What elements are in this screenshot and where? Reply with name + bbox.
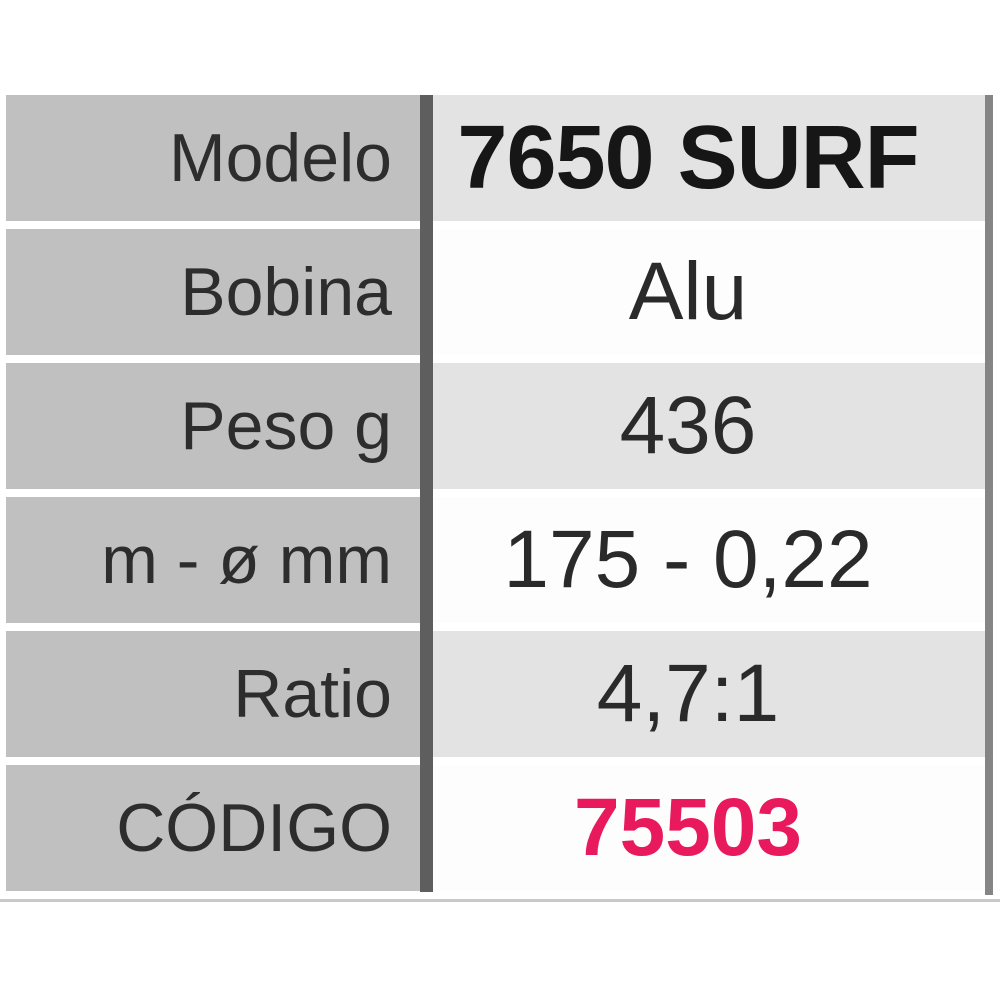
- label-text: Ratio: [233, 656, 392, 732]
- row-value-peso: 436: [433, 363, 985, 489]
- spec-row-diameter: m - ø mm 175 - 0,22: [6, 497, 993, 623]
- product-spec-table: Modelo 7650 SURF Bobina Alu Peso g 436: [6, 95, 993, 895]
- value-text: 7650 SURF: [457, 107, 919, 208]
- spec-row-peso: Peso g 436: [6, 363, 993, 489]
- spec-row-ratio: Ratio 4,7:1: [6, 631, 993, 757]
- column-divider: [420, 95, 433, 892]
- divider-gap: [420, 497, 433, 623]
- value-text: Alu: [628, 246, 748, 337]
- row-value-bobina: Alu: [433, 229, 985, 355]
- row-label-ratio: Ratio: [6, 631, 420, 757]
- row-value-diameter: 175 - 0,22: [433, 497, 985, 623]
- spec-row-bobina: Bobina Alu: [6, 229, 993, 355]
- divider-gap: [420, 229, 433, 355]
- label-text: Modelo: [168, 120, 392, 196]
- label-text: m - ø mm: [101, 522, 392, 598]
- label-text: Bobina: [180, 254, 392, 330]
- label-text: Peso g: [180, 388, 392, 464]
- row-label-modelo: Modelo: [6, 95, 420, 221]
- divider-gap: [420, 363, 433, 489]
- bottom-rule: [0, 899, 1000, 902]
- row-label-codigo: CÓDIGO: [6, 765, 420, 891]
- divider-gap: [420, 765, 433, 891]
- spec-rows: Modelo 7650 SURF Bobina Alu Peso g 436: [6, 95, 993, 891]
- spec-row-modelo: Modelo 7650 SURF: [6, 95, 993, 221]
- table-right-border: [985, 95, 993, 895]
- row-value-modelo: 7650 SURF: [433, 95, 985, 221]
- row-label-peso: Peso g: [6, 363, 420, 489]
- value-text: 4,7:1: [596, 648, 780, 739]
- label-text: CÓDIGO: [116, 790, 392, 866]
- value-text: 175 - 0,22: [503, 514, 873, 605]
- divider-gap: [420, 631, 433, 757]
- row-value-ratio: 4,7:1: [433, 631, 985, 757]
- row-label-diameter: m - ø mm: [6, 497, 420, 623]
- value-text: 436: [619, 380, 757, 471]
- divider-gap: [420, 95, 433, 221]
- row-label-bobina: Bobina: [6, 229, 420, 355]
- spec-row-codigo: CÓDIGO 75503: [6, 765, 993, 891]
- row-value-codigo: 75503: [433, 765, 985, 891]
- value-text-code: 75503: [573, 782, 803, 873]
